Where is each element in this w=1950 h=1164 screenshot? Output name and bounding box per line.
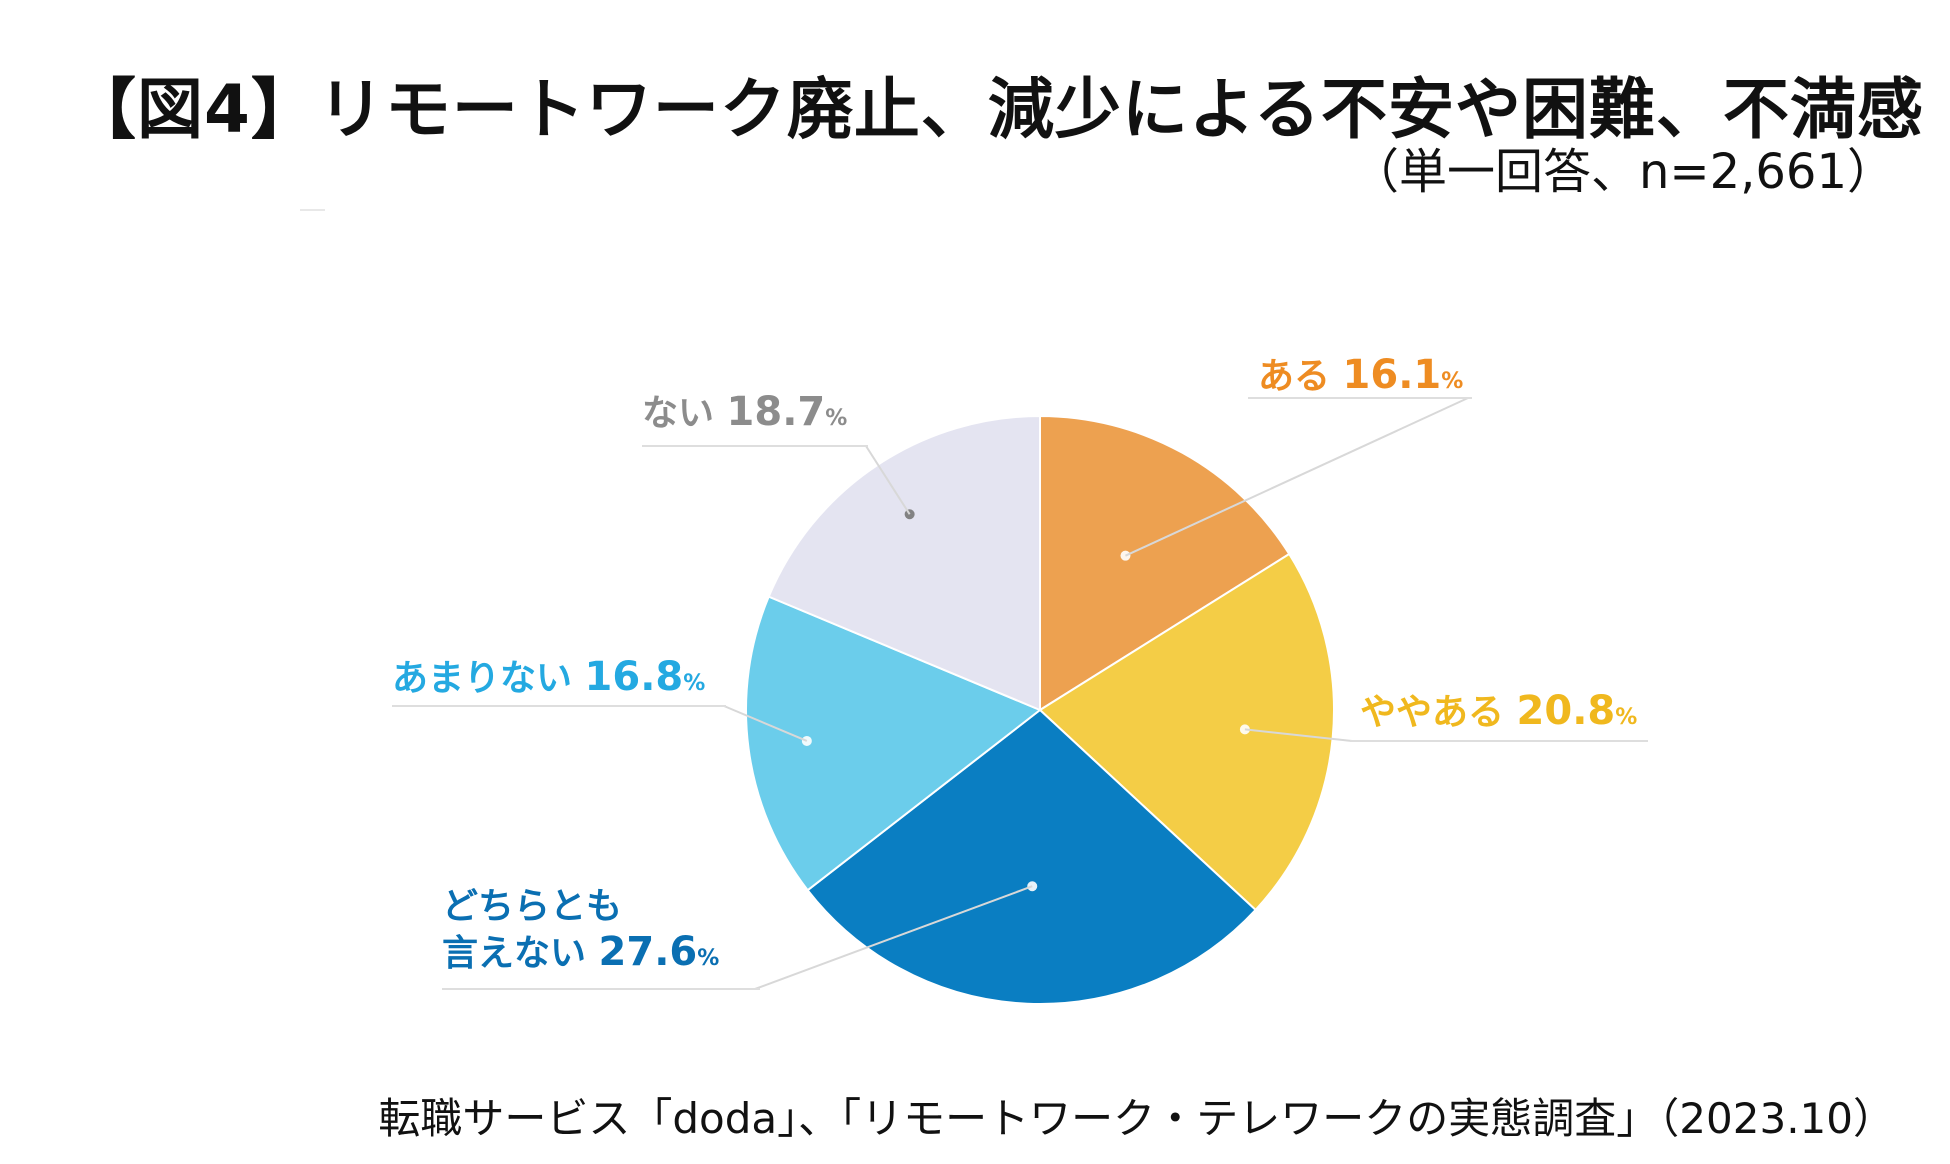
pie-slice <box>806 708 1257 1005</box>
leader-line <box>1244 728 1353 742</box>
slice-label: あまりない 16.8% <box>392 654 705 700</box>
pie-slices <box>745 414 1335 1005</box>
slice-label: ない 18.7% <box>642 389 847 435</box>
leader-line <box>865 445 911 515</box>
leader-line <box>754 885 1033 990</box>
pie-slice <box>1039 414 1291 712</box>
source-note: 転職サービス「doda」、「リモートワーク・テレワークの実態調査」（2023.1… <box>378 1094 1895 1143</box>
pie-slice <box>745 595 1042 892</box>
leader-lines <box>392 397 1648 990</box>
slice-label: どちらとも <box>442 886 622 927</box>
chart-title: 【図4】リモートワーク廃止、減少による不安や困難、不満感 <box>70 71 1924 148</box>
slice-label: ややある 20.8% <box>1360 688 1637 734</box>
leader-line <box>1125 397 1469 557</box>
pie-slice <box>1038 552 1335 912</box>
pie-slice <box>767 414 1041 712</box>
slice-label: ある 16.1% <box>1258 352 1463 398</box>
slice-label: 言えない 27.6% <box>442 929 719 975</box>
leader-line <box>723 705 808 742</box>
chart-subtitle: （単一回答、n=2,661） <box>1350 144 1895 200</box>
